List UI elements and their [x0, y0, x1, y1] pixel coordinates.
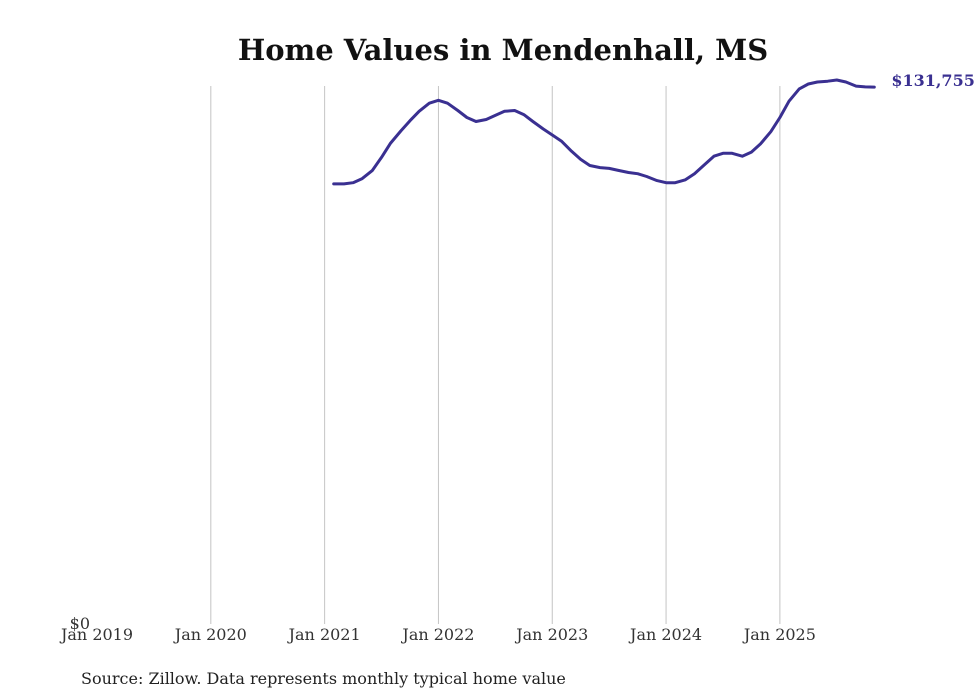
- x-axis-ticks: Jan 2019 Jan 2020 Jan 2021 Jan 2022 Jan 2023…: [59, 625, 816, 644]
- series-layer: $131,755: [332, 71, 975, 186]
- vertical-gridlines: [210, 86, 781, 624]
- x-tick-2024: Jan 2024: [628, 625, 702, 644]
- x-tick-2022: Jan 2022: [400, 625, 474, 644]
- end-value-label: $131,755: [891, 71, 975, 90]
- y-tick-zero: $0: [70, 614, 90, 633]
- x-tick-2020: Jan 2020: [173, 625, 247, 644]
- x-tick-2023: Jan 2023: [514, 625, 588, 644]
- chart-title: Home Values in Mendenhall, MS: [238, 33, 768, 67]
- x-tick-2025: Jan 2025: [742, 625, 816, 644]
- x-tick-2021: Jan 2021: [287, 625, 361, 644]
- x-tick-2019: Jan 2019: [59, 625, 133, 644]
- source-note: Source: Zillow. Data represents monthly …: [81, 669, 566, 688]
- series-line: [332, 78, 876, 186]
